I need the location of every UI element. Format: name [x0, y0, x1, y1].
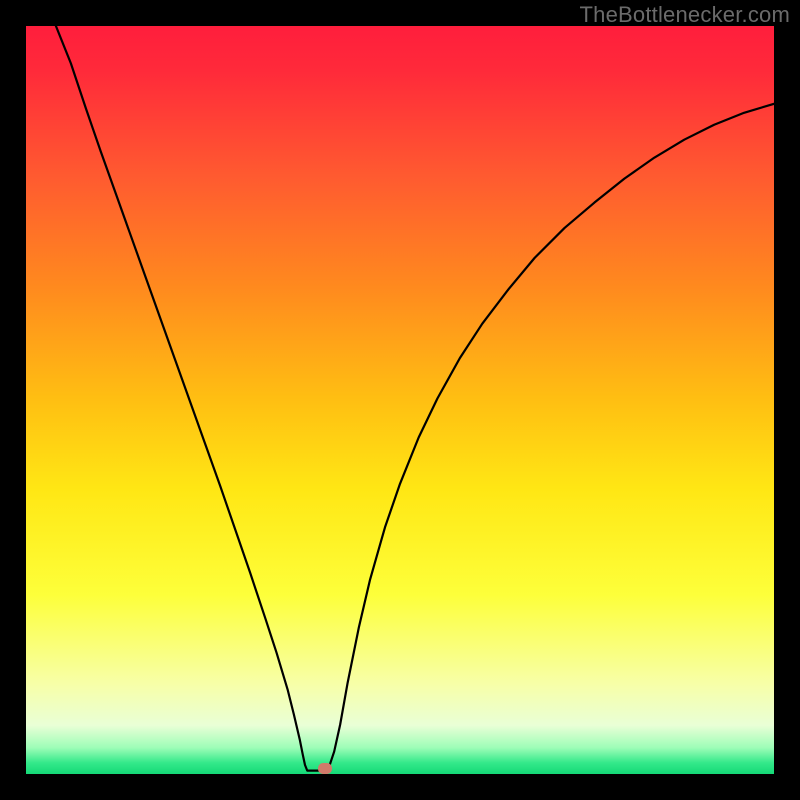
gradient-background — [26, 26, 774, 774]
plot-svg — [26, 26, 774, 774]
plot-area — [26, 26, 774, 774]
chart-stage: TheBottlenecker.com — [0, 0, 800, 800]
optimal-point-marker — [318, 763, 332, 774]
watermark-text: TheBottlenecker.com — [580, 2, 790, 28]
